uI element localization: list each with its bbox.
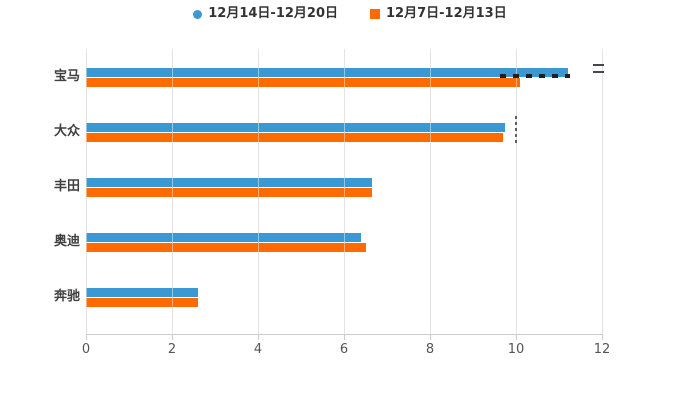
- x-axis-tick: [86, 335, 87, 340]
- bar-奔驰-series2[interactable]: [86, 298, 198, 307]
- x-axis-tick: [344, 335, 345, 340]
- x-tick-label: 10: [507, 342, 525, 357]
- x-tick-label: 4: [253, 342, 263, 357]
- gridline: [602, 49, 603, 334]
- gridline: [430, 49, 431, 334]
- dashed-artifact-gridline-10: [515, 116, 517, 143]
- x-axis-line: [86, 334, 603, 335]
- bar-奥迪-series1[interactable]: [86, 233, 361, 242]
- bar-大众-series1[interactable]: [86, 123, 505, 132]
- legend-item-week2[interactable]: 12月14日-12月20日: [193, 5, 338, 23]
- legend-label-week2: 12月14日-12月20日: [208, 6, 339, 21]
- category-label-丰田: 丰田: [53, 179, 80, 194]
- bar-丰田-series2[interactable]: [86, 188, 372, 197]
- gridline-overlay: [86, 49, 87, 334]
- legend-item-week1[interactable]: 12月7日-12月13日: [370, 5, 507, 23]
- bar-奥迪-series2[interactable]: [86, 243, 366, 252]
- legend-label-week1: 12月7日-12月13日: [386, 6, 507, 21]
- gridline-overlay: [430, 49, 431, 334]
- category-label-奥迪: 奥迪: [53, 234, 80, 249]
- x-axis-tick: [172, 335, 173, 340]
- gridline-overlay: [172, 49, 173, 334]
- bar-大众-series2[interactable]: [86, 133, 503, 142]
- legend-square-marker-icon: [370, 9, 381, 19]
- x-axis-tick: [602, 335, 603, 340]
- gridline-overlay: [516, 49, 517, 334]
- x-tick-label: 6: [339, 342, 349, 357]
- x-tick-label: 8: [425, 342, 435, 357]
- gridline-overlay: [258, 49, 259, 334]
- category-label-宝马: 宝马: [53, 69, 80, 84]
- x-axis-tick: [430, 335, 431, 340]
- bar-丰田-series1[interactable]: [86, 178, 372, 187]
- category-label-大众: 大众: [53, 124, 80, 139]
- gridline-overlay: [344, 49, 345, 334]
- x-axis-tick: [258, 335, 259, 340]
- gridline-overlay: [602, 49, 603, 334]
- bar-宝马-series2[interactable]: [86, 78, 520, 87]
- gridline: [516, 49, 517, 334]
- bar-宝马-series1[interactable]: [86, 68, 568, 77]
- bar-奔驰-series1[interactable]: [86, 288, 198, 297]
- x-tick-label: 12: [593, 342, 611, 357]
- category-label-奔驰: 奔驰: [53, 289, 80, 304]
- x-tick-label: 2: [167, 342, 177, 357]
- plot-area: 宝马大众丰田奥迪奔驰 0 2 4 6 8 10 12: [54, 49, 610, 357]
- legend: 12月14日-12月20日 12月7日-12月13日: [0, 5, 700, 23]
- x-tick-label: 0: [81, 342, 91, 357]
- dashed-artifact-bmw-bar-edge: [500, 74, 570, 78]
- x-axis-tick: [516, 335, 517, 340]
- legend-circle-marker-icon: [193, 9, 203, 19]
- dashed-artifact-gridline-12: [593, 64, 604, 74]
